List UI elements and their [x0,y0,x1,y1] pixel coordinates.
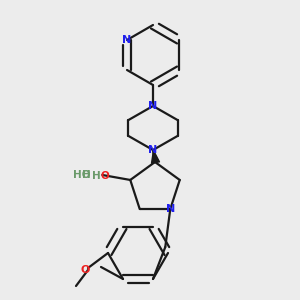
Text: O: O [100,171,109,181]
Text: O: O [80,265,90,275]
Text: H: H [92,171,100,181]
Text: N: N [148,145,158,155]
Text: N: N [148,101,158,111]
Text: HO: HO [73,170,90,180]
Text: N: N [122,35,132,45]
Text: H: H [82,170,90,180]
Text: N: N [166,204,175,214]
